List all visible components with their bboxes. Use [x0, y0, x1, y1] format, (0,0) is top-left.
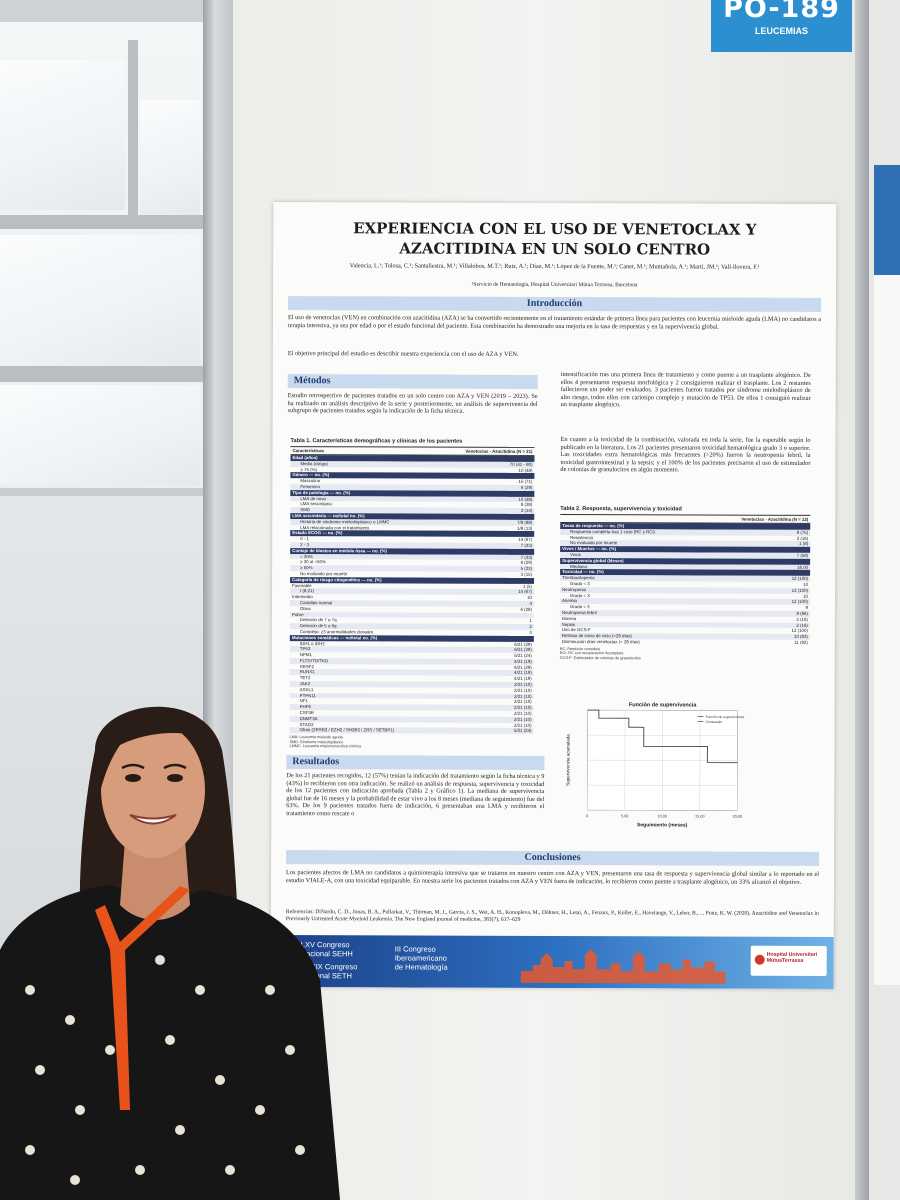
- table-2-caption: Tabla 2. Respuesta, supervivencia y toxi…: [560, 506, 682, 513]
- chart-legend-entry: Censurado: [706, 720, 723, 724]
- window-pane: [0, 385, 200, 485]
- table-2-row-value: 7 (58): [796, 552, 809, 558]
- objective-paragraph: El objetivo principal del estudio es des…: [287, 350, 519, 358]
- survival-chart: Función de supervivencia Seguimiento (mes…: [559, 696, 769, 835]
- chart-gridline: [587, 759, 738, 761]
- toxicity-paragraph: En cuanto a la toxicidad de la combinaci…: [560, 436, 811, 474]
- table-1-caption: Tabla 1. Características demográficas y …: [290, 438, 463, 445]
- table-1-row-value: 6 (29): [520, 484, 533, 490]
- poster-category: LEUCEMIAS: [754, 26, 808, 36]
- table-1-row-value: 10 (48): [518, 467, 533, 473]
- results-continued-paragraph: intensificación tras una primera línea d…: [560, 371, 811, 409]
- congress-ibero-label: III Congreso Iberoamericano de Hematolog…: [395, 944, 448, 971]
- table-1-col1: Características: [292, 448, 325, 454]
- table-1-row-value: 3: [529, 629, 532, 635]
- poster-number: PO-189: [723, 0, 840, 24]
- conclusions-paragraph: Los pacientes afectos de LMA no candidat…: [285, 869, 820, 886]
- chart-title: Función de supervivencia: [629, 702, 698, 708]
- table-2-row: Disminución días venetoclax (< 28 días) 1…: [560, 639, 810, 646]
- adjacent-poster: [874, 165, 900, 985]
- congress-ibero-line1: III Congreso: [394, 944, 436, 954]
- window-mullion: [0, 366, 205, 382]
- window-mullion: [128, 40, 138, 220]
- chart-gridline: [587, 734, 738, 736]
- chart-legend-entry: Función de supervivencia: [706, 715, 745, 719]
- table-1-row-value: 7 (33): [520, 542, 533, 548]
- chart-gridline: [587, 809, 738, 811]
- poster-number-tag: PO-189 LEUCEMIAS: [711, 0, 852, 52]
- table-1-row-value: 1/8 (13): [517, 525, 533, 531]
- table-2-col2: Venetoclax - Azacitidina (N = 12): [741, 516, 809, 522]
- poster-title-line1: EXPERIENCIA CON EL USO DE VENETOCLAX Y: [353, 219, 757, 239]
- window-sill: [0, 488, 205, 496]
- chart-x-tick-label: 15,00: [695, 814, 705, 818]
- poster-authors: Valencia, L.¹; Tolosa, C.¹; Santaliestra…: [349, 262, 760, 271]
- scientific-poster: EXPERIENCIA CON EL USO DE VENETOCLAX Y A…: [270, 202, 837, 989]
- table-1-row-value: 3 (15): [520, 571, 533, 577]
- methods-paragraph: Estudio retrospectivo de pacientes trata…: [287, 392, 538, 415]
- table-2: Tabla 2. Respuesta, supervivencia y toxi…: [560, 506, 811, 661]
- window-mullion: [0, 215, 205, 229]
- city-skyline-graphic: [520, 949, 726, 984]
- hospital-name-line2: MútuaTerrassa: [766, 957, 804, 964]
- window-pane: [0, 235, 200, 365]
- survival-chart-svg: Función de supervivencia Seguimiento (mes…: [565, 702, 745, 828]
- table-2-body: Tasas de respuesta — no. (%) Respuesta co…: [559, 523, 811, 646]
- adjacent-poster-band: [874, 165, 900, 275]
- table-1-row-value: 5/21 (24): [513, 728, 532, 734]
- ceiling-beam: [0, 0, 205, 22]
- chart-x-tick-label: 5,00: [621, 814, 628, 818]
- table-1-row-value: 3 (14): [520, 508, 533, 514]
- intro-paragraph: El uso de venetoclax (VEN) en combinació…: [287, 314, 821, 331]
- table-2-row-label: Disminución días venetoclax (< 28 días): [561, 638, 640, 645]
- hospital-logo: Hospital Universitari MútuaTerrassa: [750, 945, 827, 976]
- table-1-col2: Venetoclax - Azacitidina (N = 21): [465, 448, 533, 454]
- table-2-row-value: 11 (92): [794, 639, 808, 645]
- hospital-logo-icon: [754, 954, 765, 965]
- chart-x-tick-label: 10,00: [657, 814, 667, 818]
- poster-title-line2: AZACITIDINA EN UN SOLO CENTRO: [399, 239, 711, 259]
- chart-gridline: [587, 709, 738, 711]
- adjacent-board: [869, 0, 900, 1200]
- chart-gridline: [587, 784, 738, 786]
- board-frame-right: [855, 0, 869, 1200]
- congress-ibero-line2: Iberoamericano: [394, 953, 447, 963]
- section-conclusions-heading: Conclusiones: [286, 850, 820, 866]
- congress-ibero-line3: de Hematología: [394, 962, 448, 972]
- window-pane: [140, 100, 200, 220]
- references-paragraph: Referencias: DiNardo, C. D., Jonas, B. A…: [285, 909, 819, 923]
- table-2-footnotes: RC: Remisión completa RCi: RC con recuper…: [560, 647, 810, 661]
- chart-y-axis-label: Supervivencia acumulada: [565, 734, 570, 786]
- table-2-row-value: 1 (8): [799, 541, 809, 547]
- section-methods-heading: Métodos: [287, 374, 538, 389]
- presenter-figure: [0, 706, 340, 1200]
- chart-x-tick-label: 0: [586, 814, 588, 818]
- chart-x-tick-label: 20,00: [732, 815, 742, 819]
- table-2-footnote: GCS-F: Estimulador de colonias de granul…: [559, 655, 641, 660]
- survival-series-line: [587, 709, 738, 764]
- chart-x-axis-label: Seguimiento (meses): [637, 822, 688, 828]
- hospital-logo-text: Hospital Universitari MútuaTerrassa: [767, 952, 817, 964]
- table-2-row-value: 16.00: [797, 564, 809, 570]
- window-pane: [0, 60, 125, 210]
- section-intro-heading: Introducción: [287, 296, 822, 312]
- poster-title: EXPERIENCIA CON EL USO DE VENETOCLAX Y A…: [293, 218, 816, 260]
- poster-affiliation: ¹Servicio de Hematología, Hospital Unive…: [471, 281, 638, 289]
- table-1-row-value: 6 (28): [520, 606, 532, 612]
- presenter-person: [0, 690, 360, 1200]
